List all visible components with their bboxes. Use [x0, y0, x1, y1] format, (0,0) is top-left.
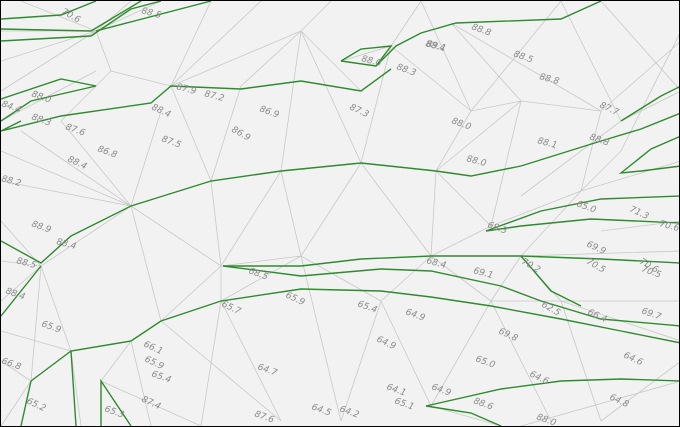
elevation-label: 88.0 — [535, 412, 558, 426]
elevation-label: 87.9 — [175, 82, 197, 97]
elevation-label: 71.3 — [628, 205, 651, 223]
elevation-label: 64.7 — [256, 362, 279, 378]
elevation-label: 64.9 — [375, 335, 398, 353]
elevation-label: 88.0 — [30, 89, 53, 105]
elevation-label: 87.2 — [203, 89, 225, 104]
elevation-label: 87.6 — [64, 122, 87, 138]
elevation-label: 65.0 — [575, 199, 598, 215]
elevation-label: 66.1 — [142, 340, 164, 358]
elevation-label: 69.8 — [497, 327, 520, 345]
elevation-label: 69.9 — [585, 240, 608, 258]
elevation-label: 87.6 — [253, 409, 276, 425]
elevation-label: 88.4 — [55, 237, 77, 252]
elevation-label: 66.8 — [1, 356, 22, 372]
elevation-label: 65.4 — [150, 369, 173, 385]
elevation-label: 70.2 — [520, 257, 543, 276]
elevation-label: 88.0 — [360, 54, 382, 69]
elevation-label: 64.6 — [622, 351, 645, 369]
elevation-labels: 70.6 88.588.889.188.588.887.788.088.388.4… — [1, 6, 679, 426]
elevation-label: 87.7 — [598, 101, 621, 119]
elevation-label: 68.4 — [425, 256, 447, 271]
elevation-label: 65.9 — [284, 291, 307, 309]
elevation-label: 87.4 — [140, 395, 163, 413]
elevation-label: 86.9 — [258, 104, 281, 120]
elevation-label: 65.7 — [220, 300, 243, 318]
elevation-label: 88.9 — [30, 219, 53, 235]
elevation-label: 88.2 — [1, 174, 22, 189]
elevation-label: 88.0 — [465, 154, 487, 169]
elevation-label: 86.9 — [230, 125, 253, 144]
elevation-label: 87.3 — [348, 103, 371, 121]
elevation-label: 65.9 — [40, 319, 63, 335]
elevation-label: 86.8 — [96, 144, 119, 160]
elevation-label: 69.1 — [472, 266, 494, 281]
elevation-label: 88.5 — [512, 49, 535, 65]
elevation-label: 70.6 — [60, 7, 83, 26]
elevation-label: 66.4 — [586, 308, 609, 326]
elevation-label: 88.8 — [538, 72, 560, 87]
elevation-label: 64.5 — [310, 402, 333, 418]
elevation-label: 68.3 — [486, 220, 509, 236]
elevation-label: 88.4 — [150, 103, 173, 121]
elevation-label: 88.6 — [472, 396, 495, 412]
elevation-label: 88.8 — [588, 132, 611, 148]
elevation-label: 88.4 — [424, 39, 446, 54]
elevation-label: 87.5 — [160, 134, 183, 150]
elevation-label: 88.0 — [450, 116, 473, 132]
elevation-label: 88.1 — [536, 136, 558, 151]
elevation-label: 65.4 — [356, 299, 379, 315]
elevation-label: 88.3 — [30, 112, 53, 128]
elevation-label: 65.3 — [103, 404, 126, 420]
elevation-label: 65.0 — [474, 354, 497, 370]
elevation-label: 64.2 — [338, 404, 361, 420]
elevation-label: 64.9 — [404, 307, 427, 323]
elevation-label: 65.1 — [393, 396, 415, 412]
elevation-label: 64.9 — [430, 382, 453, 398]
elevation-label: 69.7 — [640, 306, 663, 322]
elevation-label: 65.2 — [25, 397, 48, 415]
